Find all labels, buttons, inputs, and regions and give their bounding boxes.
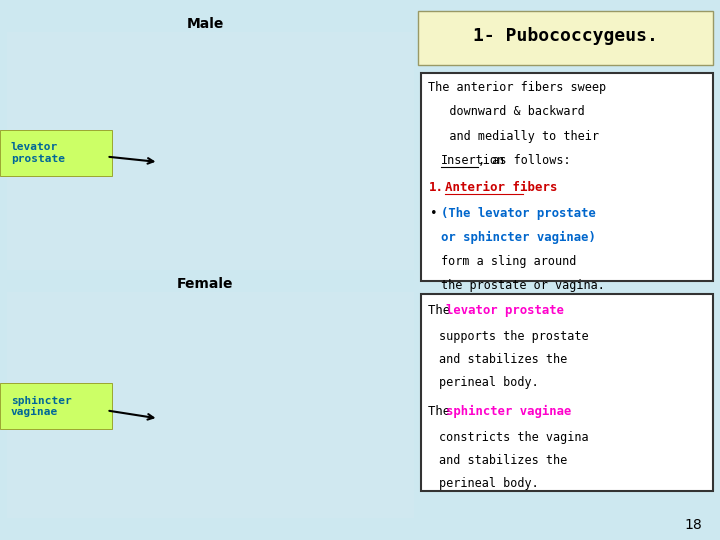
- FancyBboxPatch shape: [7, 32, 414, 270]
- Text: levator
prostate: levator prostate: [11, 142, 65, 164]
- FancyBboxPatch shape: [421, 73, 713, 281]
- Text: and stabilizes the: and stabilizes the: [439, 353, 567, 366]
- Text: (The levator prostate: (The levator prostate: [441, 207, 595, 220]
- Text: downward & backward: downward & backward: [428, 105, 585, 118]
- Text: constricts the vagina: constricts the vagina: [439, 431, 589, 444]
- Text: •: •: [430, 207, 437, 220]
- Text: The: The: [428, 304, 458, 317]
- FancyBboxPatch shape: [7, 292, 414, 518]
- Text: the prostate or vagina.: the prostate or vagina.: [441, 279, 605, 292]
- Text: The anterior fibers sweep: The anterior fibers sweep: [428, 81, 606, 94]
- FancyBboxPatch shape: [0, 130, 112, 176]
- Text: or sphincter vaginae): or sphincter vaginae): [441, 231, 595, 244]
- FancyBboxPatch shape: [0, 383, 112, 429]
- Text: 1.: 1.: [428, 181, 444, 194]
- FancyBboxPatch shape: [421, 294, 713, 491]
- Text: Insertion: Insertion: [441, 154, 505, 167]
- Text: Male: Male: [186, 17, 224, 31]
- Text: , as follows:: , as follows:: [478, 154, 571, 167]
- Text: sphincter
vaginae: sphincter vaginae: [11, 396, 71, 417]
- Text: perineal body.: perineal body.: [439, 376, 539, 389]
- Text: supports the prostate: supports the prostate: [439, 330, 589, 343]
- Text: and medially to their: and medially to their: [428, 130, 599, 143]
- Text: The: The: [428, 405, 458, 418]
- Text: sphincter vaginae: sphincter vaginae: [446, 405, 571, 418]
- Text: Female: Female: [177, 276, 233, 291]
- Text: 18: 18: [684, 518, 702, 532]
- Text: perineal body.: perineal body.: [439, 477, 539, 490]
- Text: form a sling around: form a sling around: [441, 255, 576, 268]
- FancyBboxPatch shape: [418, 11, 713, 65]
- Text: 1- Pubococcygeus.: 1- Pubococcygeus.: [473, 27, 657, 45]
- Text: and stabilizes the: and stabilizes the: [439, 454, 567, 467]
- Text: Anterior fibers: Anterior fibers: [445, 181, 557, 194]
- Text: levator prostate: levator prostate: [446, 304, 564, 317]
